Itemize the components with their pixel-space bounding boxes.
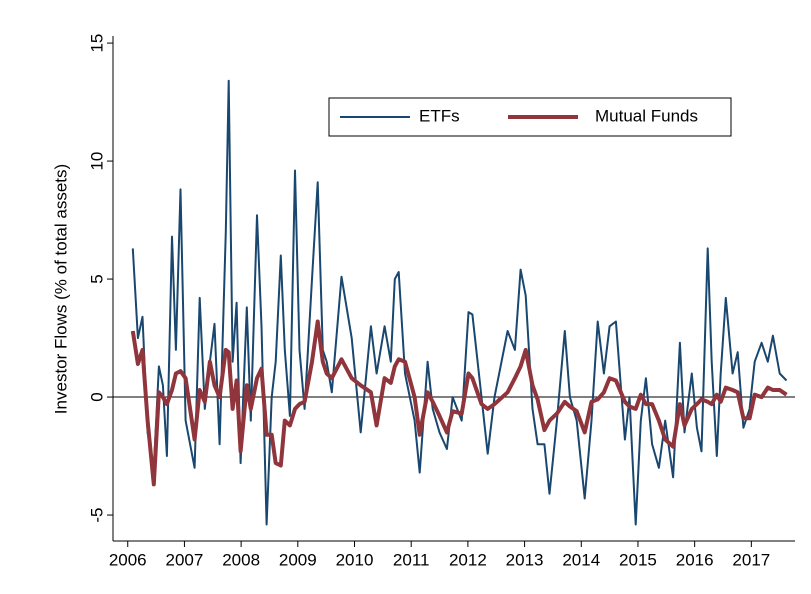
y-tick-label: 15 (87, 34, 106, 53)
x-tick-label: 2009 (279, 550, 317, 569)
x-tick-label: 2008 (222, 550, 260, 569)
series-line (131, 79, 788, 526)
x-tick-label: 2010 (336, 550, 374, 569)
x-tick-label: 2013 (506, 550, 544, 569)
y-axis-title: Investor Flows (% of total assets) (51, 164, 70, 414)
y-tick-label: -5 (87, 507, 106, 522)
series-line (130, 319, 788, 487)
x-tick-label: 2011 (393, 550, 430, 569)
x-tick-label: 2015 (619, 550, 657, 569)
x-tick-label: 2016 (676, 550, 714, 569)
legend-label: Mutual Funds (595, 106, 698, 125)
x-tick-label: 2007 (166, 550, 204, 569)
y-tick-label: 0 (87, 392, 106, 401)
x-tick-label: 2014 (562, 550, 600, 569)
y-tick-label: 5 (87, 274, 106, 283)
x-tick-label: 2017 (732, 550, 770, 569)
y-tick-label: 10 (87, 152, 106, 171)
x-tick-label: 2012 (449, 550, 487, 569)
x-tick-label: 2006 (109, 550, 147, 569)
legend-label: ETFs (419, 106, 460, 125)
